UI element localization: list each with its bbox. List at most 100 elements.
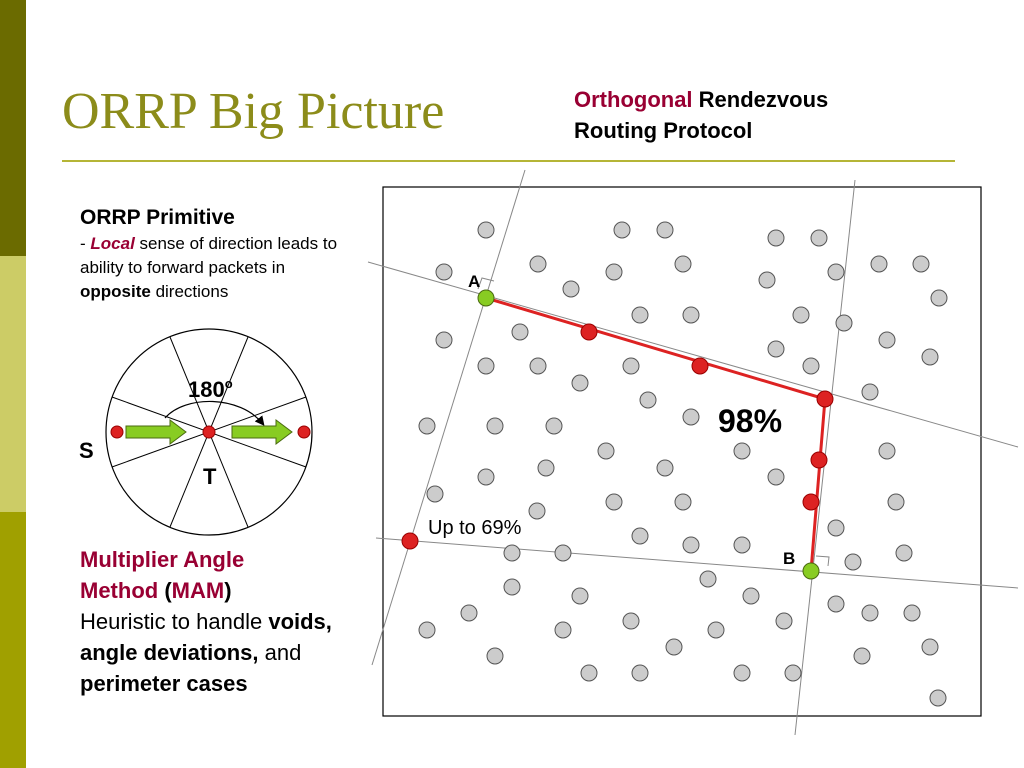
mam-close: ) [224, 578, 232, 603]
network-node [631, 527, 649, 545]
network-node [554, 544, 572, 562]
network-node [597, 442, 615, 460]
primitive-text2: directions [150, 282, 229, 301]
route-node [810, 451, 828, 469]
network-node [477, 468, 495, 486]
primitive-dash: - [80, 234, 91, 253]
network-node [767, 229, 785, 247]
network-node [554, 621, 572, 639]
network-node [503, 578, 521, 596]
network-node [903, 604, 921, 622]
network-node [631, 306, 649, 324]
compass-node-right [297, 425, 311, 439]
network-node [656, 459, 674, 477]
angle-arc [164, 400, 265, 426]
network-node [674, 493, 692, 511]
network-node [571, 374, 589, 392]
network-node [656, 221, 674, 239]
gray-nodes [418, 221, 948, 707]
network-node [878, 442, 896, 460]
compass-node-s [110, 425, 124, 439]
subtitle-orthogonal: Orthogonal [574, 87, 693, 112]
network-node [486, 417, 504, 435]
network-node [418, 417, 436, 435]
network-node [682, 536, 700, 554]
angle-label: 180o [188, 376, 233, 402]
network-node [792, 306, 810, 324]
network-node [486, 647, 504, 665]
subtitle-rendezvous: Rendezvous [692, 87, 829, 112]
subtitle-line2: Routing Protocol [574, 118, 753, 143]
network-node [639, 391, 657, 409]
network-node [835, 314, 853, 332]
slide-subtitle: Orthogonal Rendezvous Routing Protocol [574, 84, 828, 146]
network-node [511, 323, 529, 341]
network-node [528, 502, 546, 520]
slide-title: ORRP Big Picture [62, 83, 445, 140]
network-node [733, 536, 751, 554]
percent-98: 98% [718, 403, 782, 439]
orthogonal-lines [367, 169, 1019, 736]
network-node [912, 255, 930, 273]
network-node [921, 348, 939, 366]
network-node [861, 383, 879, 401]
endpoint-a [477, 289, 495, 307]
network-node [887, 493, 905, 511]
primitive-block: ORRP Primitive - Local sense of directio… [80, 204, 355, 304]
network-node [682, 306, 700, 324]
network-node [878, 331, 896, 349]
network-node [895, 544, 913, 562]
label-b: B [783, 549, 795, 568]
sidebar-stripe-mid [0, 512, 26, 768]
network-node [758, 271, 776, 289]
network-node [784, 664, 802, 682]
network-node [802, 357, 820, 375]
network-node [562, 280, 580, 298]
arrow-right-green-2 [231, 419, 293, 445]
mam-block: Multiplier Angle Method (MAM) Heuristic … [80, 544, 340, 699]
network-node [460, 604, 478, 622]
sidebar-stripe-dark [0, 0, 26, 256]
primitive-local: Local [90, 234, 135, 253]
arrow-right-green [125, 419, 187, 445]
route-path [401, 289, 834, 580]
network-node [613, 221, 631, 239]
network-node [707, 621, 725, 639]
network-node [435, 263, 453, 281]
network-node [733, 664, 751, 682]
route-node [401, 532, 419, 550]
network-node [733, 442, 751, 460]
network-node [605, 493, 623, 511]
network-node [477, 357, 495, 375]
network-node [921, 638, 939, 656]
network-node [853, 647, 871, 665]
network-node [605, 263, 623, 281]
mam-open: ( [158, 578, 172, 603]
network-node [622, 357, 640, 375]
network-node [775, 612, 793, 630]
network-node [665, 638, 683, 656]
network-node [426, 485, 444, 503]
route-node [802, 493, 820, 511]
network-node [529, 357, 547, 375]
route-node [691, 357, 709, 375]
network-node [810, 229, 828, 247]
network-node [930, 289, 948, 307]
network-node [767, 468, 785, 486]
label-s: S [79, 438, 94, 463]
mam-perimeter: perimeter cases [80, 671, 248, 696]
network-node [418, 621, 436, 639]
mam-line1: Multiplier Angle [80, 547, 245, 572]
mam-abbr: MAM [171, 578, 225, 603]
network-node [827, 263, 845, 281]
network-node [861, 604, 879, 622]
label-a: A [468, 272, 480, 291]
network-node [477, 221, 495, 239]
network-panel: A B 98% Up to 69% [367, 169, 1019, 736]
title-divider [62, 160, 955, 162]
network-node [580, 664, 598, 682]
network-node [622, 612, 640, 630]
label-t: T [203, 464, 217, 489]
sidebar-stripe-light [0, 256, 26, 512]
network-node [545, 417, 563, 435]
